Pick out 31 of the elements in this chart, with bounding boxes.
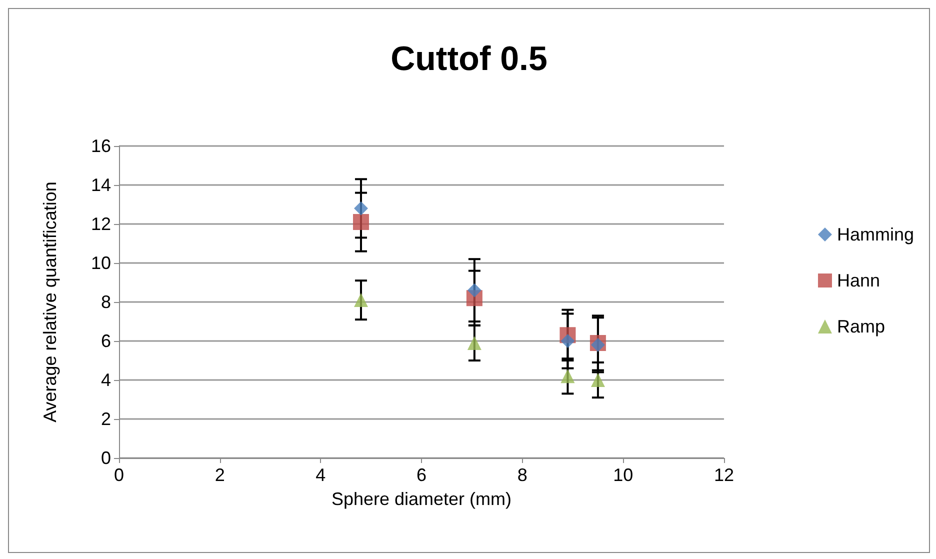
x-tick-label: 10: [613, 465, 634, 485]
point: [560, 369, 575, 384]
point: [590, 373, 605, 387]
point: [354, 293, 368, 308]
point: [467, 336, 482, 350]
x-axis-title: Sphere diameter (mm): [331, 489, 512, 509]
x-tick-label: 6: [416, 465, 427, 485]
y-tick-label: 6: [100, 331, 111, 351]
x-tick-label: 0: [114, 465, 124, 485]
y-tick-label: 14: [90, 175, 111, 195]
y-tick-label: 0: [100, 448, 111, 468]
y-tick-label: 2: [100, 409, 111, 429]
y-tick-label: 8: [100, 292, 111, 312]
x-tick-label: 2: [214, 465, 225, 485]
y-tick-label: 10: [90, 253, 111, 273]
x-tick-label: 4: [316, 465, 326, 485]
y-tick-label: 4: [100, 370, 111, 390]
x-tick-label: 8: [517, 465, 528, 485]
x-tick-label: 12: [714, 465, 734, 485]
legend-label: Hamming: [836, 224, 914, 244]
point: [353, 214, 369, 230]
y-tick-label: 12: [90, 214, 111, 234]
point: [590, 338, 605, 352]
point: [354, 201, 368, 216]
legend-label: Ramp: [836, 316, 885, 336]
legend-label: Hann: [836, 270, 880, 290]
y-tick-label: 16: [90, 136, 111, 156]
point: [467, 283, 482, 298]
chart-title: Cuttof 0.5: [390, 40, 548, 78]
point: [560, 334, 575, 348]
y-axis-title: Average relative quantification: [40, 182, 60, 422]
